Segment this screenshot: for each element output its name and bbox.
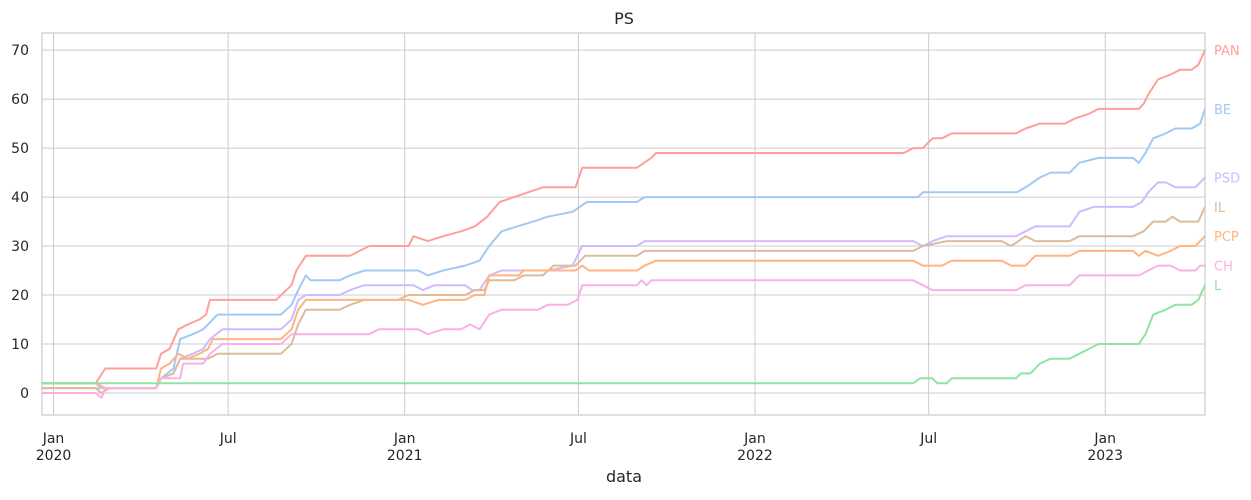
series-label-ch: CH xyxy=(1214,260,1233,275)
x-tick-label: Jul xyxy=(569,431,587,447)
series-layer xyxy=(41,49,1206,399)
series-label-pcp: PCP xyxy=(1214,230,1239,245)
x-tick-label: Jul xyxy=(219,431,237,447)
y-tick-label: 40 xyxy=(11,190,29,206)
y-tick-label: 60 xyxy=(11,92,29,108)
x-tick-year-label: 2022 xyxy=(737,448,773,464)
series-label-il: IL xyxy=(1214,201,1226,216)
y-tick-label: 0 xyxy=(20,386,29,402)
series-line-be xyxy=(41,107,1206,390)
series-line-l xyxy=(41,284,1206,385)
x-tick-year-label: 2020 xyxy=(36,448,72,464)
x-tick-year-label: 2021 xyxy=(387,448,423,464)
series-label-be: BE xyxy=(1214,103,1231,118)
series-label-l: L xyxy=(1214,279,1222,294)
x-tick-label: Jul xyxy=(919,431,937,447)
x-tick-year-label: 2023 xyxy=(1087,448,1123,464)
y-tick-label: 10 xyxy=(11,337,29,353)
x-tick-label: Jan xyxy=(743,431,766,447)
x-axis-label: data xyxy=(606,467,642,486)
y-tick-label: 20 xyxy=(11,288,29,304)
series-line-il xyxy=(41,205,1206,394)
x-tick-label: Jan xyxy=(42,431,65,447)
series-label-layer: PAN BE PSD IL PCP CH L xyxy=(1214,44,1240,294)
x-tick-label: Jan xyxy=(393,431,416,447)
y-tick-label: 50 xyxy=(11,141,29,157)
plot-frame xyxy=(41,32,1206,416)
chart-title: PS xyxy=(614,9,634,28)
series-line-ch xyxy=(41,264,1206,399)
series-line-pcp xyxy=(41,235,1206,390)
y-tick-label: 30 xyxy=(11,239,29,255)
y-tick-label: 70 xyxy=(11,43,29,59)
x-tick-label: Jan xyxy=(1093,431,1116,447)
series-label-psd: PSD xyxy=(1214,171,1240,186)
grid-layer xyxy=(42,33,1205,415)
series-line-pan xyxy=(41,49,1206,385)
series-label-pan: PAN xyxy=(1214,44,1240,59)
